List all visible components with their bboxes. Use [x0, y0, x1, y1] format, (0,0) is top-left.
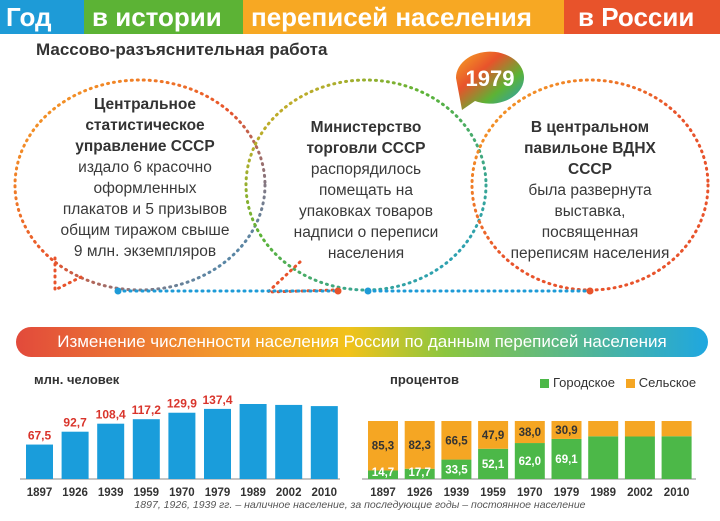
left-chart-label: млн. человек: [34, 372, 120, 387]
rural-label-1897: 85,3: [372, 441, 394, 453]
population-bar-1926: [61, 431, 89, 479]
rural-bar-1939: [441, 421, 472, 460]
legend-rural-swatch: [625, 379, 635, 389]
connector-dot-3: [364, 287, 372, 295]
population-xtick-1989: 1989: [240, 487, 266, 499]
population-xtick-1979: 1979: [205, 487, 231, 499]
year-badge-text: 1979: [466, 66, 515, 91]
population-bar-1970: [168, 412, 196, 479]
share-xtick-1939: 1939: [444, 487, 470, 499]
bubble-3-text: была развернута выставка, посвященная пе…: [510, 182, 670, 262]
rural-label-1939: 66,5: [445, 435, 468, 447]
population-bar-2002: [275, 404, 303, 479]
urban-label-1970: 62,0: [519, 456, 541, 468]
connector-dot-1: [114, 287, 122, 295]
legend-rural: Сельское: [638, 375, 697, 390]
rural-bar-1970: [514, 421, 545, 444]
rural-label-1959: 47,9: [482, 430, 504, 442]
population-xtick-1897: 1897: [27, 487, 53, 499]
share-xtick-2002: 2002: [627, 487, 653, 499]
rural-bar-2010: [661, 421, 692, 437]
urban-label-1926: 17,7: [409, 467, 431, 479]
bubble-tail-1: [53, 256, 87, 293]
legend: Городское Сельское: [540, 375, 696, 390]
share-xtick-1926: 1926: [407, 487, 433, 499]
population-label-1979: 137,4: [202, 393, 232, 407]
urban-bar-1939: [441, 459, 472, 479]
connector-dot-4: [586, 287, 594, 295]
rural-label-1926: 82,3: [409, 440, 431, 452]
connector-dot-2: [334, 287, 342, 295]
urban-label-1959: 52,1: [482, 459, 505, 471]
share-xtick-1897: 1897: [370, 487, 396, 499]
rural-bar-1989: [588, 421, 619, 437]
population-xtick-1939: 1939: [98, 487, 124, 499]
rural-bar-1959: [478, 421, 509, 449]
header-russia: в России: [564, 0, 720, 34]
bubble-3-title: В центральном павильоне ВДНХ СССР: [524, 119, 656, 178]
rural-bar-2002: [624, 421, 655, 437]
population-xtick-1970: 1970: [169, 487, 195, 499]
year-badge-shape: [455, 51, 524, 110]
bubble-1-title: Центральное статистическое управление СС…: [75, 96, 215, 155]
bubble-2: Министерство торговли СССР распорядилось…: [285, 117, 447, 264]
bubble-1: Центральное статистическое управление СС…: [60, 94, 230, 262]
bubble-1-text: издало 6 красочно оформленных плакатов и…: [60, 159, 230, 260]
header-censuses: переписей населения: [243, 0, 569, 34]
population-xtick-1926: 1926: [62, 487, 88, 499]
urban-bar-1979: [551, 438, 582, 479]
rural-label-1970: 38,0: [519, 427, 541, 439]
rural-bar-1979: [551, 421, 582, 439]
urban-bar-1989: [588, 436, 619, 479]
population-bar-1979: [204, 408, 231, 479]
chart-banner: Изменение численности населения России п…: [16, 327, 708, 357]
population-label-1926: 92,7: [63, 416, 87, 430]
share-xtick-1959: 1959: [480, 487, 506, 499]
bubble-3: В центральном павильоне ВДНХ СССР была р…: [510, 117, 670, 264]
rural-bar-1897: [368, 421, 398, 471]
population-bar-1939: [97, 423, 125, 479]
population-xtick-2010: 2010: [312, 487, 338, 499]
header-year: Год: [0, 0, 88, 34]
share-xtick-1970: 1970: [517, 487, 543, 499]
bubble-2-title: Министерство торговли СССР: [306, 119, 426, 157]
urban-bar-2010: [661, 436, 692, 479]
population-bar-1897: [26, 444, 53, 479]
population-label-1970: 129,9: [167, 397, 197, 411]
population-bar-2010: [310, 406, 338, 479]
urban-label-1897: 14,7: [372, 467, 394, 479]
share-xtick-2010: 2010: [664, 487, 690, 499]
right-chart-label: процентов: [390, 372, 459, 387]
bubble-outline-1: [13, 78, 267, 292]
population-label-1897: 67,5: [28, 429, 52, 443]
urban-bar-1959: [478, 448, 509, 479]
rural-bar-1926: [404, 421, 435, 469]
urban-bar-1926: [404, 468, 435, 479]
bubble-2-text: распорядилось помещать на упаковках това…: [293, 161, 439, 262]
population-label-1939: 108,4: [96, 408, 126, 422]
header-history: в истории: [84, 0, 248, 34]
bubble-outline-2: [244, 78, 488, 292]
urban-label-1979: 69,1: [555, 454, 578, 466]
population-bar-1959: [132, 419, 160, 479]
population-label-1959: 117,2: [132, 403, 162, 417]
share-xtick-1979: 1979: [554, 487, 580, 499]
urban-bar-1897: [368, 470, 398, 479]
legend-urban: Городское: [553, 375, 615, 390]
urban-bar-2002: [624, 436, 655, 479]
urban-bar-1970: [514, 443, 545, 479]
population-bar-1989: [239, 404, 267, 479]
rural-label-1979: 30,9: [555, 425, 577, 437]
share-xtick-1989: 1989: [590, 487, 616, 499]
population-xtick-1959: 1959: [134, 487, 160, 499]
urban-label-1939: 33,5: [445, 464, 468, 476]
section-subtitle: Массово-разъяснительная работа: [36, 40, 328, 59]
footnote: 1897, 1926, 1939 гг. – наличное населени…: [134, 499, 586, 511]
population-xtick-2002: 2002: [276, 487, 302, 499]
legend-urban-swatch: [540, 379, 549, 389]
